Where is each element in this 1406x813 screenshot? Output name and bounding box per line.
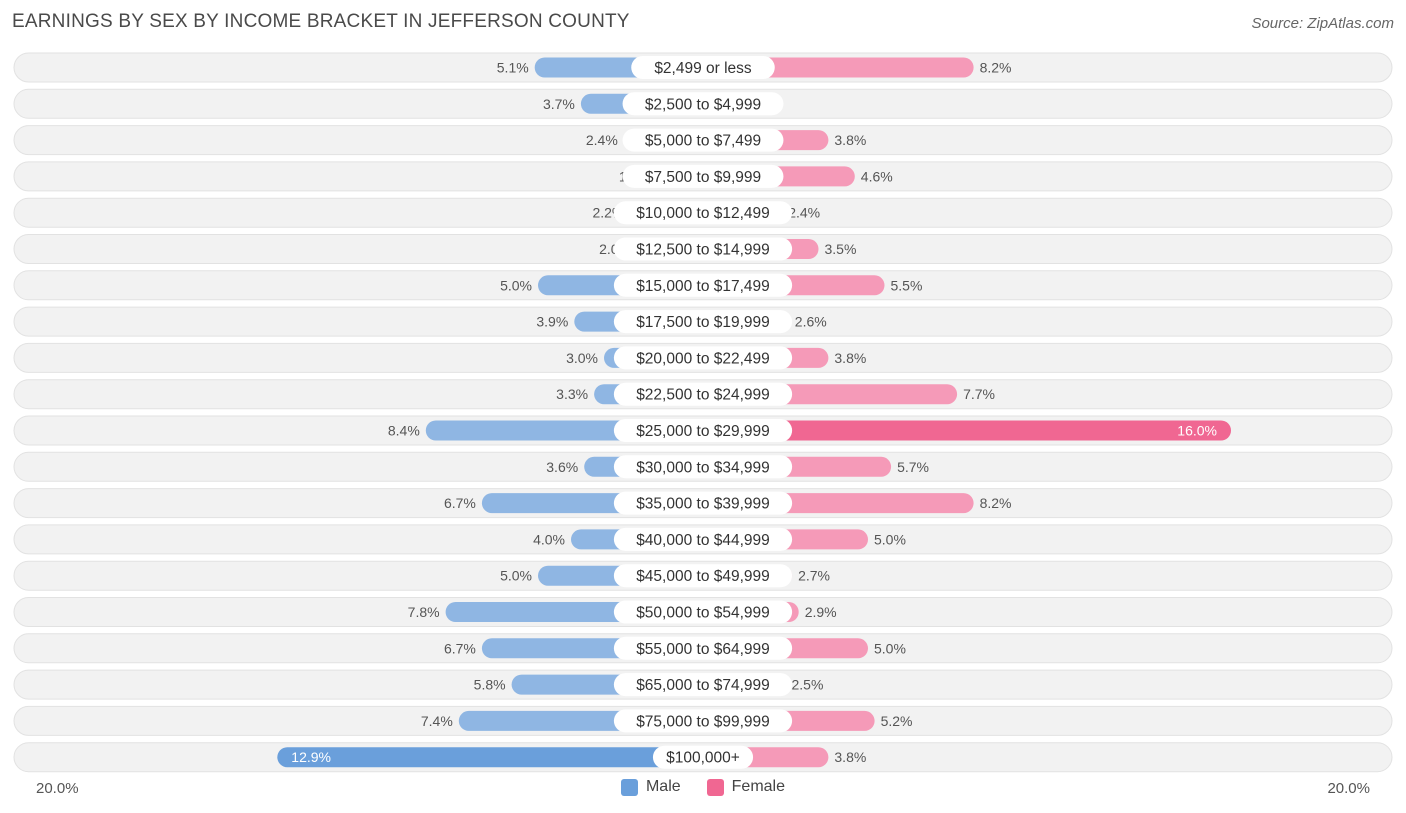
category-pill [622,164,784,188]
category-label: $17,500 to $19,999 [636,314,770,331]
category-pill [613,382,793,406]
category-pill [613,527,793,551]
category-pill [613,564,793,588]
male-bar [277,747,703,768]
female-value-label: 2.7% [798,568,830,584]
category-label: $10,000 to $12,499 [636,205,770,222]
category-label: $2,499 or less [654,60,752,77]
category-label: $40,000 to $44,999 [636,532,770,549]
legend-item-female[interactable]: Female [706,778,786,796]
category-label: $25,000 to $29,999 [636,423,770,440]
female-value-label: 8.2% [980,60,1012,76]
male-value-label: 3.9% [536,314,568,330]
female-bar [703,420,1231,441]
male-value-label: 6.7% [444,640,476,656]
category-label: $12,500 to $14,999 [636,242,770,259]
category-label: $20,000 to $22,499 [636,350,770,367]
male-value-label: 7.8% [408,604,440,620]
category-pill [613,237,793,261]
category-label: $65,000 to $74,999 [636,677,770,694]
male-value-label: 5.1% [497,60,529,76]
category-label: $100,000+ [666,750,740,767]
category-label: $35,000 to $39,999 [636,496,770,513]
female-value-label: 16.0% [1177,423,1217,439]
female-value-label: 4.6% [861,168,893,184]
category-pill [613,491,793,515]
category-label: $22,500 to $24,999 [636,387,770,404]
male-value-label: 4.0% [533,531,565,547]
female-value-label: 3.5% [825,241,857,257]
category-label: $2,500 to $4,999 [645,96,761,113]
female-value-label: 5.0% [874,640,906,656]
source-credit: Source: ZipAtlas.com [1251,15,1394,32]
category-pill [613,600,793,624]
female-value-label: 2.5% [792,677,824,693]
legend: Male Female [0,778,1406,796]
male-value-label: 3.3% [556,386,588,402]
female-value-label: 3.8% [834,132,866,148]
category-label: $5,000 to $7,499 [645,133,761,150]
female-value-label: 5.0% [874,531,906,547]
category-pill [613,273,793,297]
male-value-label: 3.7% [543,96,575,112]
female-value-label: 5.5% [891,277,923,293]
legend-male-label: Male [645,778,681,795]
category-pill [613,455,793,479]
category-pill [652,745,754,769]
male-value-label: 3.0% [566,350,598,366]
male-value-label: 3.6% [546,459,578,475]
female-value-label: 8.2% [980,495,1012,511]
category-label: $15,000 to $17,499 [636,278,770,295]
male-swatch-icon [620,778,638,796]
male-value-label: 5.8% [474,677,506,693]
category-pill [613,346,793,370]
female-value-label: 7.7% [963,386,995,402]
male-value-label: 8.4% [388,423,420,439]
male-value-label: 5.0% [500,568,532,584]
female-swatch-icon [706,778,724,796]
category-label: $7,500 to $9,999 [645,169,761,186]
category-label: $50,000 to $54,999 [636,605,770,622]
female-value-label: 5.2% [881,713,913,729]
category-pill [613,419,793,442]
female-value-label: 5.7% [897,459,929,475]
chart-title: EARNINGS BY SEX BY INCOME BRACKET IN JEF… [12,11,630,32]
category-label: $45,000 to $49,999 [636,568,770,585]
category-label: $55,000 to $64,999 [636,641,770,658]
category-label: $75,000 to $99,999 [636,713,770,730]
axis-right-label: 20.0% [1327,780,1370,797]
category-pill [622,128,784,152]
legend-item-male[interactable]: Male [620,778,681,796]
female-value-label: 3.8% [834,749,866,765]
male-value-label: 6.7% [444,495,476,511]
category-pill [622,92,784,116]
category-pill [631,56,775,79]
female-value-label: 3.8% [834,350,866,366]
category-pill [613,201,793,225]
category-pill [613,709,793,733]
axis-left-label: 20.0% [36,780,79,797]
male-value-label: 7.4% [421,713,453,729]
female-value-label: 2.4% [788,205,820,221]
male-value-label: 12.9% [291,749,331,765]
female-value-label: 2.9% [805,604,837,620]
male-value-label: 2.4% [586,132,618,148]
category-pill [613,310,793,334]
category-label: $30,000 to $34,999 [636,459,770,476]
category-pill [613,673,793,697]
legend-female-label: Female [731,778,786,795]
category-pill [613,636,793,660]
female-value-label: 2.6% [795,314,827,330]
male-value-label: 5.0% [500,277,532,293]
